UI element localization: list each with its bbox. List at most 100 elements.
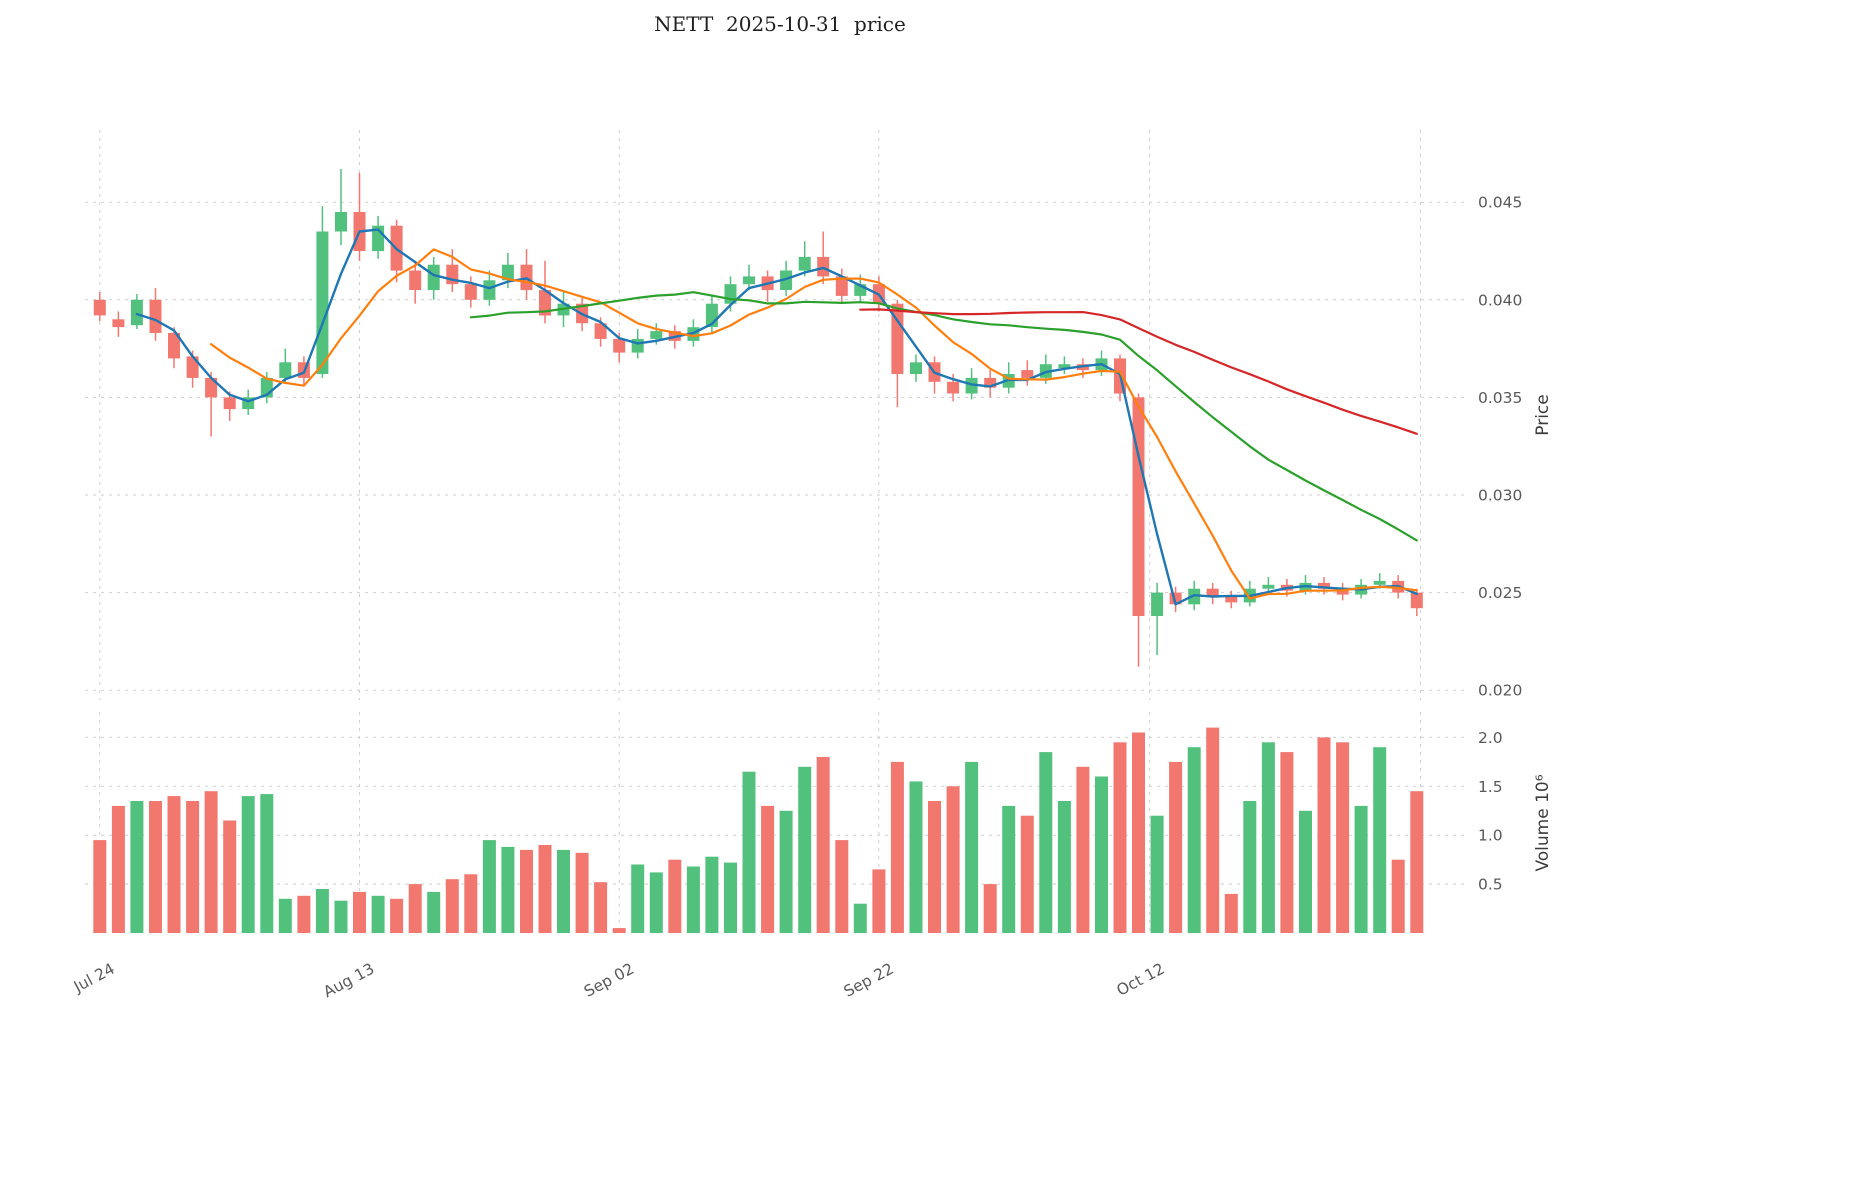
- candle-body: [965, 377, 978, 394]
- volume-bar: [1243, 801, 1257, 933]
- candle-body: [335, 212, 347, 232]
- volume-bar: [779, 810, 793, 933]
- candle-body: [539, 290, 551, 316]
- volume-tick-label: 0.5: [1478, 876, 1503, 894]
- volume-bar: [1336, 742, 1350, 933]
- candle-body: [631, 338, 644, 353]
- candle-body: [186, 356, 199, 378]
- candle-body: [501, 264, 514, 281]
- candle-body: [1206, 588, 1219, 597]
- candle-body: [1151, 592, 1164, 616]
- volume-bar: [724, 862, 737, 933]
- volume-bar: [890, 761, 904, 933]
- candle-body: [168, 333, 180, 359]
- candle-body: [854, 284, 867, 296]
- volume-bar: [130, 801, 144, 933]
- volume-bar: [445, 879, 459, 933]
- volume-bar: [631, 864, 645, 933]
- volume-bar: [909, 781, 923, 933]
- x-tick-label: Oct 12: [1114, 960, 1168, 1000]
- candle-body: [1225, 596, 1238, 603]
- x-tick-labels: Jul 24 Aug 13 Sep 02 Sep 22 Oct 12: [70, 960, 1168, 1002]
- volume-bar: [1391, 859, 1405, 933]
- candle-body: [1336, 588, 1349, 595]
- volume-bar: [371, 895, 385, 933]
- volume-bar: [1113, 742, 1127, 933]
- candle-body: [427, 264, 440, 291]
- candle-body: [483, 280, 496, 300]
- volume-bar: [686, 866, 700, 933]
- volume-bar: [1280, 752, 1294, 933]
- candle-body: [780, 270, 793, 290]
- price-tick-label: 0.045: [1478, 194, 1522, 212]
- x-tick-label: Sep 02: [581, 960, 637, 1001]
- volume-bar: [928, 801, 941, 933]
- x-tick-label: Sep 22: [841, 960, 897, 1001]
- candle-body: [1058, 364, 1071, 369]
- volume-bar: [612, 928, 626, 933]
- volume-bar: [93, 840, 107, 933]
- volume-bar: [538, 845, 552, 933]
- candle-body: [130, 299, 143, 326]
- candle-body: [1021, 370, 1034, 378]
- volume-bar: [1057, 801, 1071, 933]
- volume-bar: [111, 805, 125, 933]
- ma-long-line: [469, 291, 1418, 542]
- x-gridlines: [99, 130, 1421, 933]
- candle-body: [1262, 584, 1275, 589]
- volume-bar: [482, 840, 496, 933]
- candle-body: [1373, 580, 1386, 585]
- volume-bar: [1224, 893, 1238, 933]
- volume-bar: [1354, 805, 1368, 933]
- volume-bar: [520, 849, 533, 933]
- candle-body: [743, 276, 755, 285]
- volume-axis-label: Volume 10⁶: [1533, 774, 1553, 871]
- candle-body: [984, 377, 997, 388]
- price-axis-label: Price: [1533, 394, 1553, 435]
- volume-bar: [853, 903, 867, 933]
- volume-bar: [1095, 776, 1108, 933]
- volume-bar: [315, 889, 329, 933]
- price-tick-label: 0.040: [1478, 291, 1522, 309]
- volume-bar: [353, 891, 366, 933]
- volume-tick-label: 1.0: [1478, 827, 1503, 845]
- price-tick-label: 0.025: [1478, 584, 1522, 602]
- candle-body: [891, 303, 904, 374]
- candle-body: [613, 338, 626, 353]
- candle-body: [1410, 592, 1423, 609]
- volume-bar: [334, 900, 348, 933]
- volume-tick-label: 2.0: [1478, 729, 1503, 747]
- volume-bar: [260, 794, 274, 933]
- candle-body: [112, 319, 125, 328]
- ma-medium-line: [210, 248, 1418, 600]
- volume-bar: [835, 840, 849, 933]
- candle-body: [316, 231, 329, 374]
- candle-body: [279, 362, 292, 378]
- volume-bar: [1410, 791, 1424, 933]
- volume-bar: [186, 801, 200, 933]
- volume-bar: [1002, 805, 1016, 933]
- volume-bar: [965, 761, 979, 933]
- candle-body: [947, 381, 960, 394]
- volume-bar: [649, 872, 663, 933]
- volume-bar: [408, 884, 422, 933]
- volume-bar: [594, 882, 608, 933]
- candle-body: [817, 256, 830, 277]
- volume-bar: [464, 874, 478, 933]
- volume-bar: [241, 796, 255, 933]
- volume-bar: [1206, 727, 1220, 933]
- volume-bar: [427, 891, 441, 933]
- candle-body: [594, 323, 607, 339]
- candle-body: [223, 397, 236, 410]
- ma-very-long-line: [859, 308, 1418, 435]
- volume-bars: [93, 727, 1424, 933]
- price-tick-label: 0.020: [1478, 682, 1522, 700]
- volume-bar: [1132, 732, 1145, 933]
- volume-bar: [167, 796, 181, 933]
- volume-bar: [1150, 815, 1164, 933]
- volume-bar: [501, 846, 515, 933]
- volume-bar: [816, 757, 830, 933]
- volume-bar: [761, 805, 775, 933]
